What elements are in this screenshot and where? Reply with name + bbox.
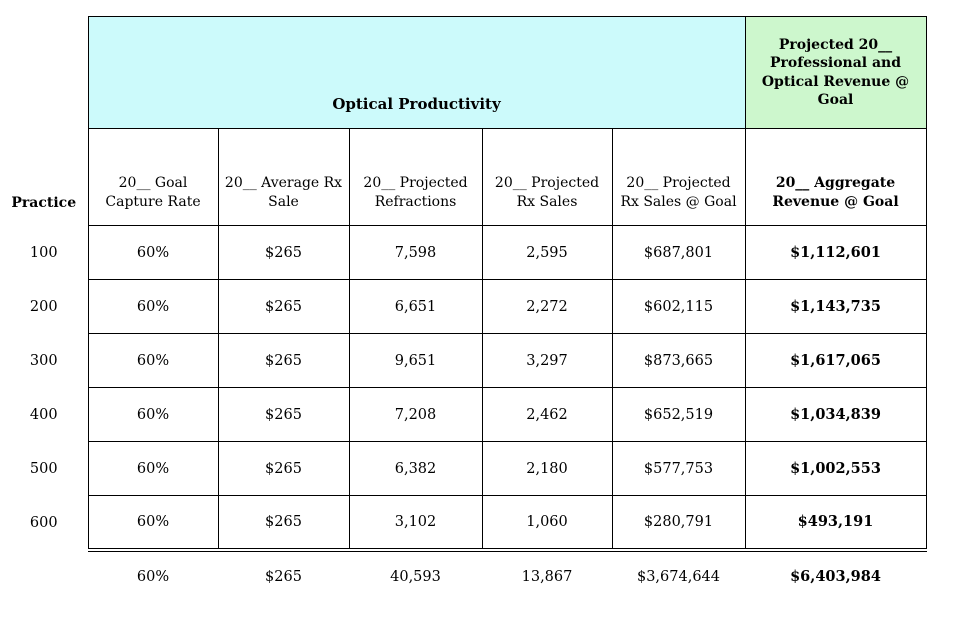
aggregate-revenue-cell: $1,143,735 — [744, 279, 927, 334]
totals-row: 60% $265 40,593 13,867 $3,674,644 $6,403… — [0, 550, 926, 602]
practice-row-label: 400 — [0, 387, 88, 442]
column-header-average-rx-sale: 20__ Average Rx Sale — [217, 128, 350, 226]
data-cell: $265 — [217, 279, 350, 334]
optical-productivity-table: Optical Productivity Projected 20__ Prof… — [0, 16, 927, 602]
data-cell: 2,462 — [481, 387, 613, 442]
column-header-projected-rx-sales: 20__ Projected Rx Sales — [481, 128, 613, 226]
data-cell: 60% — [87, 279, 219, 334]
data-cell: $652,519 — [611, 387, 746, 442]
practice-row-label: 200 — [0, 279, 88, 334]
aggregate-revenue-cell: $1,112,601 — [744, 225, 927, 280]
total-cell: 40,593 — [390, 568, 441, 585]
data-cell: 60% — [87, 333, 219, 388]
projected-revenue-header: Projected 20__ Professional and Optical … — [744, 16, 927, 129]
table-row-100: 100 60% $265 7,598 2,595 $687,801 $1,112… — [0, 225, 927, 280]
practice-column-header: Practice — [0, 128, 88, 226]
data-cell: 60% — [87, 225, 219, 280]
data-cell: 2,595 — [481, 225, 613, 280]
practice-row-label: 100 — [0, 225, 88, 280]
total-aggregate-revenue-cell: $6,403,984 — [790, 568, 881, 585]
totals-spacer — [0, 550, 88, 602]
data-cell: $873,665 — [611, 333, 746, 388]
aggregate-revenue-cell: $1,034,839 — [744, 387, 927, 442]
data-cell: $687,801 — [611, 225, 746, 280]
table-row-300: 300 60% $265 9,651 3,297 $873,665 $1,617… — [0, 333, 927, 388]
data-cell: $265 — [217, 225, 350, 280]
total-cell: $265 — [265, 568, 302, 585]
table-row-400: 400 60% $265 7,208 2,462 $652,519 $1,034… — [0, 387, 927, 442]
aggregate-revenue-cell: $1,617,065 — [744, 333, 927, 388]
table-row-200: 200 60% $265 6,651 2,272 $602,115 $1,143… — [0, 279, 927, 334]
data-cell: 7,208 — [348, 387, 483, 442]
data-cell: 2,272 — [481, 279, 613, 334]
table-row-500: 500 60% $265 6,382 2,180 $577,753 $1,002… — [0, 441, 927, 496]
data-cell: $577,753 — [611, 441, 746, 496]
data-cell: 6,651 — [348, 279, 483, 334]
total-cell: $3,674,644 — [636, 568, 721, 585]
data-cell: $265 — [217, 441, 350, 496]
column-header-row: Practice 20__ Goal Capture Rate 20__ Ave… — [0, 128, 927, 226]
data-cell: 9,651 — [348, 333, 483, 388]
practice-row-label: 600 — [0, 495, 88, 550]
column-header-aggregate-revenue: 20__ Aggregate Revenue @ Goal — [744, 128, 927, 226]
data-cell: 6,382 — [348, 441, 483, 496]
practice-row-label: 500 — [0, 441, 88, 496]
data-cell: 3,102 — [348, 495, 483, 552]
data-cell: 7,598 — [348, 225, 483, 280]
column-header-goal-capture-rate: 20__ Goal Capture Rate — [87, 128, 219, 226]
column-header-projected-refractions: 20__ Projected Refractions — [348, 128, 483, 226]
aggregate-revenue-cell: $1,002,553 — [744, 441, 927, 496]
data-cell: $265 — [217, 333, 350, 388]
data-cell: 60% — [87, 495, 219, 552]
data-cell: 60% — [87, 441, 219, 496]
data-cell: $265 — [217, 387, 350, 442]
total-cell: 13,867 — [521, 568, 573, 585]
data-cell: 2,180 — [481, 441, 613, 496]
data-cell: $265 — [217, 495, 350, 552]
table-row-600: 600 60% $265 3,102 1,060 $280,791 $493,1… — [0, 495, 927, 552]
data-cell: $280,791 — [611, 495, 746, 552]
group-header-row: Optical Productivity Projected 20__ Prof… — [0, 16, 927, 129]
data-cell: $602,115 — [611, 279, 746, 334]
total-cell: 60% — [136, 568, 170, 585]
column-header-rx-sales-at-goal: 20__ Projected Rx Sales @ Goal — [611, 128, 746, 226]
data-cell: 3,297 — [481, 333, 613, 388]
band-spacer — [0, 16, 88, 129]
data-cell: 1,060 — [481, 495, 613, 552]
aggregate-revenue-cell: $493,191 — [744, 495, 927, 552]
practice-row-label: 300 — [0, 333, 88, 388]
data-cell: 60% — [87, 387, 219, 442]
optical-productivity-header: Optical Productivity — [87, 16, 746, 129]
